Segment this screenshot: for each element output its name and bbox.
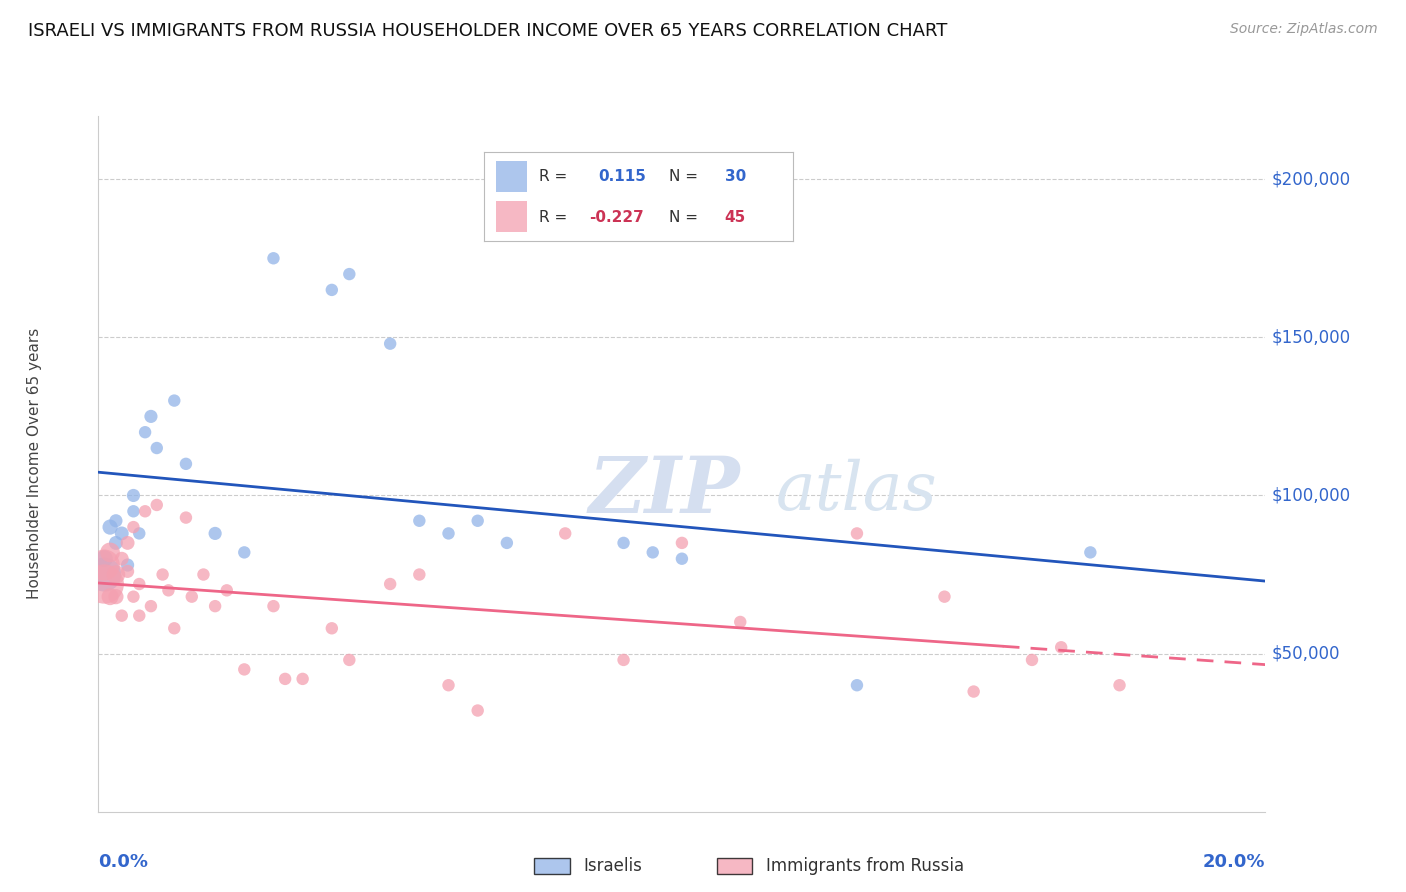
Point xyxy=(128,577,150,591)
Point xyxy=(612,536,634,550)
Point xyxy=(111,551,134,566)
Point xyxy=(1080,545,1102,559)
Point xyxy=(193,567,215,582)
Point xyxy=(962,684,984,698)
Text: Householder Income Over 65 years: Householder Income Over 65 years xyxy=(27,328,42,599)
Point xyxy=(98,590,121,604)
Point xyxy=(641,545,664,559)
Point xyxy=(845,678,868,692)
Point xyxy=(93,551,115,566)
Point xyxy=(128,526,150,541)
Point xyxy=(262,599,284,614)
Point xyxy=(437,526,460,541)
Point xyxy=(321,621,343,635)
Point xyxy=(204,599,226,614)
Point xyxy=(233,545,256,559)
Point xyxy=(1050,640,1073,655)
Point xyxy=(378,336,402,351)
Text: $50,000: $50,000 xyxy=(1271,645,1340,663)
Point xyxy=(122,504,145,518)
Text: $100,000: $100,000 xyxy=(1271,486,1350,505)
Text: atlas: atlas xyxy=(775,459,936,524)
Bar xyxy=(496,161,527,192)
Point xyxy=(93,558,115,572)
Point xyxy=(128,608,150,623)
Point xyxy=(671,536,693,550)
Point xyxy=(93,567,115,582)
Point xyxy=(122,520,145,534)
Point xyxy=(152,567,174,582)
Point xyxy=(204,526,226,541)
Text: 0.115: 0.115 xyxy=(598,169,645,185)
Point xyxy=(117,565,139,579)
Text: Israelis: Israelis xyxy=(583,857,643,875)
Point xyxy=(321,283,343,297)
Point xyxy=(467,514,489,528)
Point xyxy=(174,510,197,524)
Point xyxy=(111,526,134,541)
Text: -0.227: -0.227 xyxy=(589,210,644,225)
Text: N =: N = xyxy=(669,210,699,225)
Point xyxy=(671,551,693,566)
Point xyxy=(612,653,634,667)
Point xyxy=(291,672,314,686)
Point xyxy=(122,590,145,604)
Point xyxy=(98,545,121,559)
Text: R =: R = xyxy=(540,210,568,225)
Text: N =: N = xyxy=(669,169,699,185)
Bar xyxy=(496,201,527,232)
Point xyxy=(934,590,956,604)
Point xyxy=(117,558,139,572)
Point xyxy=(554,526,576,541)
Point xyxy=(408,567,430,582)
Text: 45: 45 xyxy=(725,210,747,225)
Point xyxy=(378,577,402,591)
Point xyxy=(134,425,156,440)
Point xyxy=(117,536,139,550)
Point xyxy=(1021,653,1043,667)
Point xyxy=(157,583,180,598)
Point xyxy=(134,504,156,518)
Point xyxy=(408,514,430,528)
Point xyxy=(139,409,162,424)
Text: $150,000: $150,000 xyxy=(1271,328,1350,346)
Text: ZIP: ZIP xyxy=(589,453,740,530)
Point xyxy=(215,583,238,598)
Text: Immigrants from Russia: Immigrants from Russia xyxy=(766,857,965,875)
Point xyxy=(163,393,186,408)
Point xyxy=(139,599,162,614)
Point xyxy=(467,704,489,718)
Point xyxy=(104,567,127,582)
Point xyxy=(104,536,127,550)
Point xyxy=(104,514,127,528)
Text: 20.0%: 20.0% xyxy=(1204,854,1265,871)
Point xyxy=(180,590,202,604)
Point xyxy=(104,590,127,604)
Text: Source: ZipAtlas.com: Source: ZipAtlas.com xyxy=(1230,22,1378,37)
Text: $200,000: $200,000 xyxy=(1271,170,1350,188)
Point xyxy=(437,678,460,692)
Point xyxy=(163,621,186,635)
Point xyxy=(233,662,256,676)
Point xyxy=(495,536,517,550)
Text: 0.0%: 0.0% xyxy=(98,854,149,871)
Point xyxy=(98,520,121,534)
Point xyxy=(174,457,197,471)
Point xyxy=(262,252,284,266)
Point xyxy=(337,267,360,281)
Point xyxy=(146,441,169,455)
Point xyxy=(146,498,169,512)
Point xyxy=(111,608,134,623)
Text: 30: 30 xyxy=(725,169,747,185)
Point xyxy=(122,488,145,502)
Point xyxy=(1108,678,1130,692)
Text: ISRAELI VS IMMIGRANTS FROM RUSSIA HOUSEHOLDER INCOME OVER 65 YEARS CORRELATION C: ISRAELI VS IMMIGRANTS FROM RUSSIA HOUSEH… xyxy=(28,22,948,40)
Point xyxy=(337,653,360,667)
Point xyxy=(728,615,751,629)
Point xyxy=(845,526,868,541)
Text: R =: R = xyxy=(540,169,568,185)
Point xyxy=(93,577,115,591)
Point xyxy=(274,672,297,686)
